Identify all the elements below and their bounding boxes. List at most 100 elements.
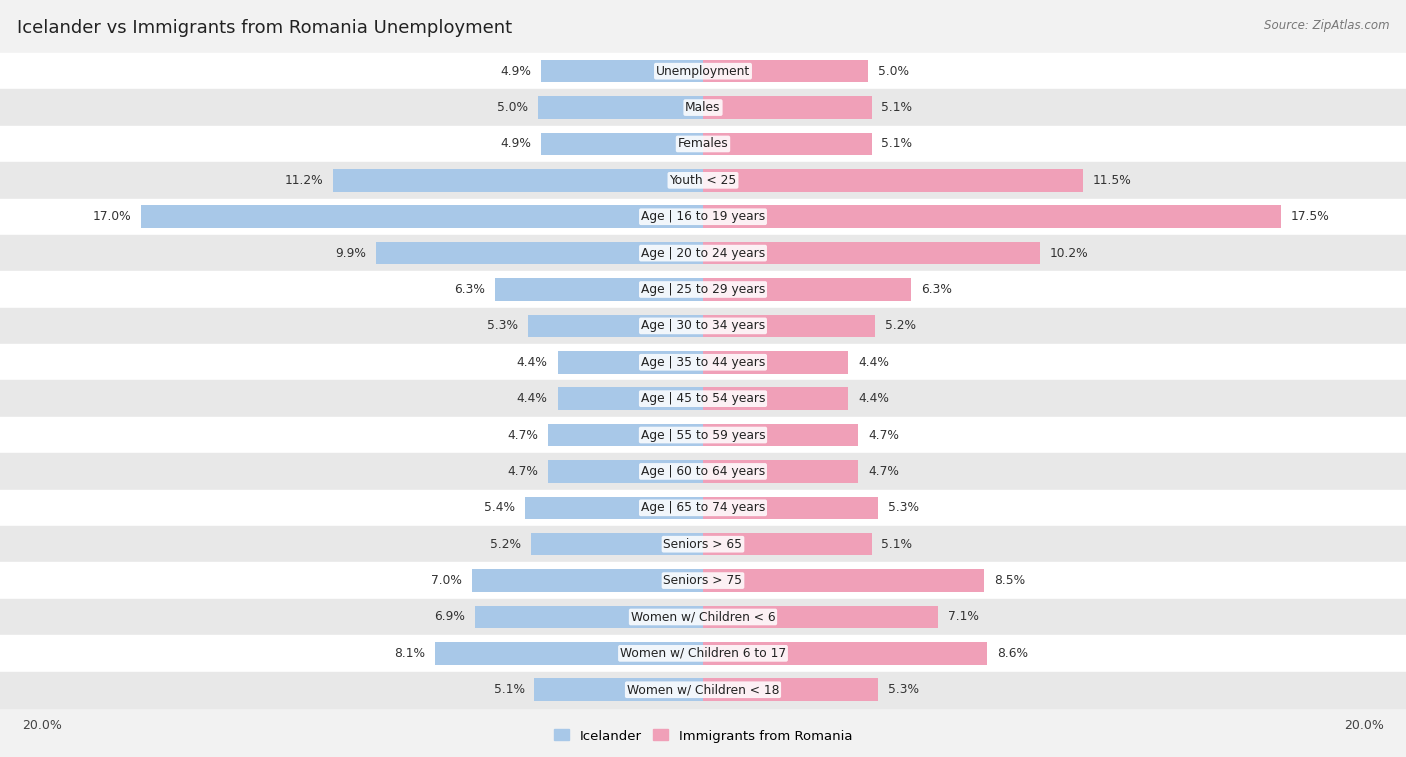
Bar — [0, 381, 1406, 417]
Text: 6.3%: 6.3% — [921, 283, 952, 296]
Bar — [141, 205, 703, 228]
Text: 17.5%: 17.5% — [1291, 210, 1330, 223]
Text: 4.4%: 4.4% — [517, 356, 548, 369]
Text: 5.0%: 5.0% — [496, 101, 527, 114]
Text: Source: ZipAtlas.com: Source: ZipAtlas.com — [1264, 19, 1389, 32]
Text: 9.9%: 9.9% — [335, 247, 366, 260]
Text: Females: Females — [678, 138, 728, 151]
Text: 6.9%: 6.9% — [434, 610, 465, 624]
Text: 5.4%: 5.4% — [484, 501, 515, 514]
Text: Age | 25 to 29 years: Age | 25 to 29 years — [641, 283, 765, 296]
Text: Seniors > 75: Seniors > 75 — [664, 574, 742, 587]
Text: 11.2%: 11.2% — [284, 174, 323, 187]
Bar — [0, 490, 1406, 526]
Text: 4.7%: 4.7% — [868, 428, 898, 441]
Text: 7.0%: 7.0% — [430, 574, 461, 587]
Text: 5.3%: 5.3% — [889, 684, 920, 696]
Bar — [703, 96, 872, 119]
Bar — [0, 344, 1406, 381]
Bar — [0, 198, 1406, 235]
Bar — [0, 235, 1406, 271]
Bar — [333, 169, 703, 192]
Text: 4.4%: 4.4% — [517, 392, 548, 405]
Text: 17.0%: 17.0% — [93, 210, 131, 223]
Text: Women w/ Children 6 to 17: Women w/ Children 6 to 17 — [620, 647, 786, 660]
Bar — [703, 279, 911, 301]
Text: 6.3%: 6.3% — [454, 283, 485, 296]
Bar — [558, 388, 703, 410]
Text: 4.7%: 4.7% — [868, 465, 898, 478]
Bar — [375, 241, 703, 264]
Text: 4.7%: 4.7% — [508, 428, 537, 441]
Legend: Icelander, Immigrants from Romania: Icelander, Immigrants from Romania — [548, 724, 858, 748]
Text: 10.2%: 10.2% — [1050, 247, 1088, 260]
Text: Age | 20 to 24 years: Age | 20 to 24 years — [641, 247, 765, 260]
Bar — [703, 533, 872, 556]
Text: 5.3%: 5.3% — [486, 319, 517, 332]
Bar — [703, 497, 879, 519]
Bar — [548, 424, 703, 447]
Bar — [0, 89, 1406, 126]
Text: Age | 16 to 19 years: Age | 16 to 19 years — [641, 210, 765, 223]
Text: 7.1%: 7.1% — [948, 610, 979, 624]
Text: 4.9%: 4.9% — [501, 138, 531, 151]
Bar — [703, 678, 879, 701]
Text: Women w/ Children < 18: Women w/ Children < 18 — [627, 684, 779, 696]
Bar — [703, 205, 1281, 228]
Text: 4.7%: 4.7% — [508, 465, 537, 478]
Bar — [703, 460, 858, 483]
Bar — [703, 388, 848, 410]
Bar — [0, 126, 1406, 162]
Text: Unemployment: Unemployment — [655, 64, 751, 78]
Text: Males: Males — [685, 101, 721, 114]
Bar — [703, 60, 868, 83]
Bar — [703, 241, 1040, 264]
Bar — [436, 642, 703, 665]
Bar — [703, 606, 938, 628]
Bar — [703, 424, 858, 447]
Bar — [524, 497, 703, 519]
Bar — [534, 678, 703, 701]
Text: 5.1%: 5.1% — [882, 138, 912, 151]
Text: Women w/ Children < 6: Women w/ Children < 6 — [631, 610, 775, 624]
Bar — [495, 279, 703, 301]
Text: Age | 45 to 54 years: Age | 45 to 54 years — [641, 392, 765, 405]
Text: 4.9%: 4.9% — [501, 64, 531, 78]
Bar — [471, 569, 703, 592]
Bar — [0, 635, 1406, 671]
Bar — [0, 671, 1406, 708]
Text: Age | 60 to 64 years: Age | 60 to 64 years — [641, 465, 765, 478]
Text: Seniors > 65: Seniors > 65 — [664, 537, 742, 550]
Text: Youth < 25: Youth < 25 — [669, 174, 737, 187]
Bar — [0, 562, 1406, 599]
Text: 5.1%: 5.1% — [882, 101, 912, 114]
Bar — [558, 351, 703, 373]
Bar — [0, 53, 1406, 89]
Bar — [0, 453, 1406, 490]
Text: 5.0%: 5.0% — [879, 64, 910, 78]
Text: Icelander vs Immigrants from Romania Unemployment: Icelander vs Immigrants from Romania Une… — [17, 19, 512, 37]
Bar — [703, 569, 984, 592]
Text: 4.4%: 4.4% — [858, 356, 889, 369]
Bar — [537, 96, 703, 119]
Text: 11.5%: 11.5% — [1092, 174, 1132, 187]
Bar — [703, 315, 875, 337]
Text: Age | 65 to 74 years: Age | 65 to 74 years — [641, 501, 765, 514]
Bar — [0, 162, 1406, 198]
Bar — [541, 60, 703, 83]
Text: 8.1%: 8.1% — [395, 647, 426, 660]
Bar — [531, 533, 703, 556]
Text: 5.2%: 5.2% — [491, 537, 522, 550]
Bar — [703, 642, 987, 665]
Text: 5.1%: 5.1% — [882, 537, 912, 550]
Text: 5.2%: 5.2% — [884, 319, 915, 332]
Text: Age | 55 to 59 years: Age | 55 to 59 years — [641, 428, 765, 441]
Text: 5.1%: 5.1% — [494, 684, 524, 696]
Bar — [0, 307, 1406, 344]
Text: 4.4%: 4.4% — [858, 392, 889, 405]
Bar — [0, 526, 1406, 562]
Bar — [475, 606, 703, 628]
Text: Age | 30 to 34 years: Age | 30 to 34 years — [641, 319, 765, 332]
Bar — [0, 599, 1406, 635]
Text: Age | 35 to 44 years: Age | 35 to 44 years — [641, 356, 765, 369]
